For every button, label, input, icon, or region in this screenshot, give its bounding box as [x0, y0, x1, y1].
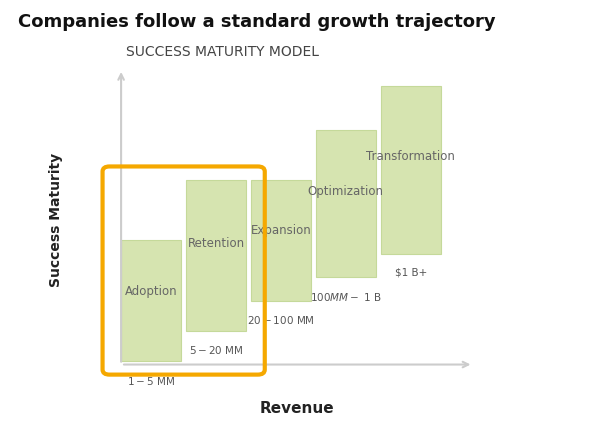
Text: $100 MM - $ 1 B: $100 MM - $ 1 B	[310, 291, 382, 303]
Text: Transformation: Transformation	[367, 150, 455, 163]
Text: Success Maturity: Success Maturity	[49, 153, 63, 287]
Text: Optimization: Optimization	[308, 185, 384, 198]
Bar	[121, 240, 181, 361]
Text: $1 B+: $1 B+	[395, 267, 427, 277]
Text: Companies follow a standard growth trajectory: Companies follow a standard growth traje…	[18, 13, 496, 31]
Text: Adoption: Adoption	[125, 285, 178, 298]
Bar	[316, 129, 376, 277]
Bar	[186, 180, 246, 331]
Text: Expansion: Expansion	[251, 224, 312, 237]
Text: Retention: Retention	[188, 237, 245, 250]
Text: $5 - $20 MM: $5 - $20 MM	[189, 344, 243, 356]
Text: SUCCESS MATURITY MODEL: SUCCESS MATURITY MODEL	[126, 45, 319, 59]
Bar	[381, 86, 441, 254]
Bar	[251, 180, 311, 301]
Text: $20 - $100 MM: $20 - $100 MM	[247, 314, 315, 326]
Text: $1 - $5 MM: $1 - $5 MM	[127, 375, 175, 387]
Text: Revenue: Revenue	[260, 401, 334, 416]
